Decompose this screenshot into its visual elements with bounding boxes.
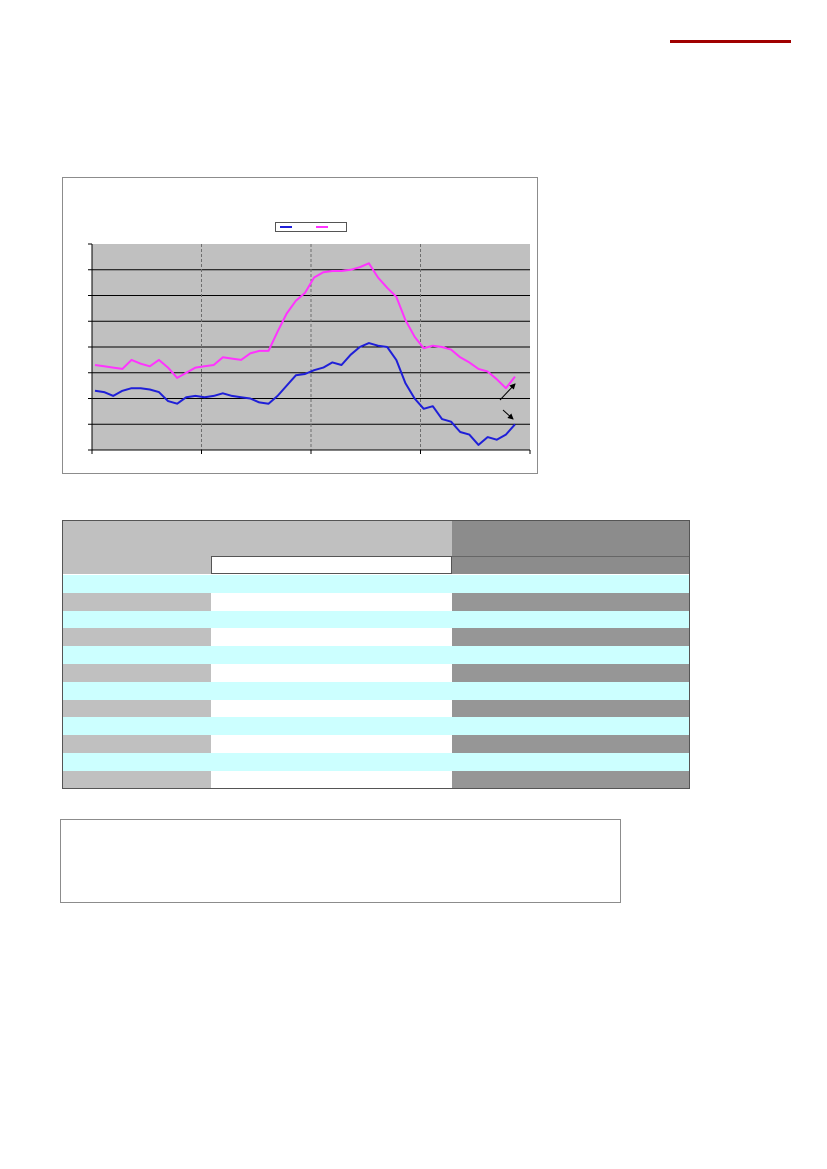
table-row-label-cell bbox=[62, 592, 211, 611]
table-row-label-cell bbox=[62, 610, 211, 629]
chart-legend bbox=[275, 222, 347, 232]
note-box bbox=[60, 819, 621, 903]
table-row-right-cell bbox=[452, 646, 690, 664]
table-row-middle-cell bbox=[211, 575, 452, 593]
data-table bbox=[62, 520, 690, 789]
table-row-right-cell bbox=[452, 770, 690, 789]
table-row-right-cell bbox=[452, 753, 690, 771]
table-row-right-cell bbox=[452, 628, 690, 647]
table-row-right-cell bbox=[452, 575, 690, 593]
table-row-middle-cell bbox=[211, 646, 452, 664]
table-row-right-cell bbox=[452, 664, 690, 682]
table-subheader-cell bbox=[211, 556, 452, 574]
table-row-middle-cell bbox=[211, 753, 452, 771]
table-row-middle-cell bbox=[211, 628, 452, 647]
table-row-middle-cell bbox=[211, 610, 452, 629]
table-row-label-cell bbox=[62, 628, 211, 647]
table-row-middle-cell bbox=[211, 664, 452, 682]
table-row-middle-cell bbox=[211, 699, 452, 718]
table-row-right-cell bbox=[452, 699, 690, 718]
table-border bbox=[62, 520, 690, 789]
table-row-label-cell bbox=[62, 717, 211, 736]
header-rule bbox=[670, 40, 791, 43]
table-row-right-cell bbox=[452, 717, 690, 736]
table-row-right-cell bbox=[452, 610, 690, 629]
table-row-middle-cell bbox=[211, 735, 452, 753]
table-row-right-cell bbox=[452, 592, 690, 611]
table-row-label-cell bbox=[62, 735, 211, 753]
table-row-label-cell bbox=[62, 664, 211, 682]
table-row-middle-cell bbox=[211, 770, 452, 789]
table-row-right-cell bbox=[452, 735, 690, 753]
annotation-arrow-2 bbox=[502, 409, 514, 420]
table-row-middle-cell bbox=[211, 681, 452, 700]
table-subheader-right bbox=[452, 556, 690, 574]
table-row-label-cell bbox=[62, 699, 211, 718]
chart-canvas bbox=[88, 243, 531, 454]
table-row-label-cell bbox=[62, 646, 211, 664]
series-line-2 bbox=[94, 262, 516, 390]
table-row-right-cell bbox=[452, 681, 690, 700]
table-row-label-cell bbox=[62, 575, 211, 593]
table-row-label-cell bbox=[62, 681, 211, 700]
table-row-middle-cell bbox=[211, 717, 452, 736]
table-row-middle-cell bbox=[211, 592, 452, 611]
series-line-1 bbox=[94, 342, 516, 446]
annotation-arrow-1 bbox=[499, 383, 516, 401]
table-row-label-cell bbox=[62, 753, 211, 771]
table-row-label-cell bbox=[62, 770, 211, 789]
